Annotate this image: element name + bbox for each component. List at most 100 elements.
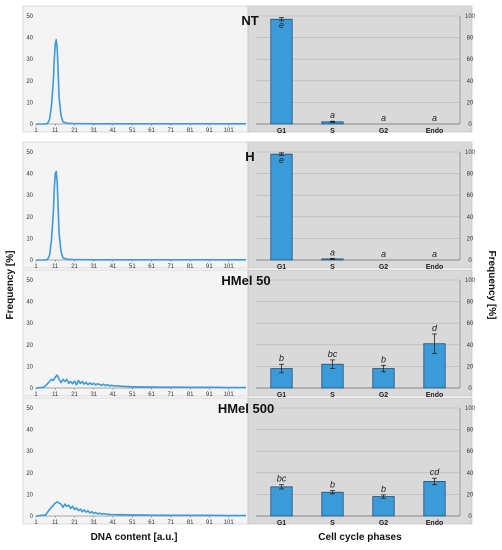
y-tick-label: 40	[26, 428, 33, 434]
x-tick-label: 21	[71, 264, 78, 270]
y-tick-label: 20	[26, 215, 33, 221]
left-panel-background	[22, 269, 249, 397]
significance-letter: b	[381, 484, 386, 494]
y-tick-label: 0	[30, 514, 34, 520]
x-tick-label: 61	[148, 392, 155, 398]
dna-content-series-line	[36, 170, 246, 261]
y-tick-label: 30	[26, 57, 33, 63]
right-y-axis-title: Frequency [%]	[486, 251, 497, 320]
y-tick-label: 20	[467, 236, 474, 242]
x-tick-label: 21	[71, 392, 78, 398]
y-tick-label: 80	[467, 300, 474, 306]
y-tick-label: 60	[467, 57, 474, 63]
category-label: G2	[379, 520, 388, 527]
x-tick-label: 31	[90, 264, 97, 270]
bar-endo	[423, 481, 446, 517]
category-label: Endo	[426, 520, 444, 527]
y-tick-label: 50	[26, 278, 33, 284]
y-tick-label: 20	[467, 364, 474, 370]
y-tick-label: 20	[26, 79, 33, 85]
y-tick-label: 0	[468, 514, 472, 520]
category-label: G2	[379, 128, 388, 135]
x-tick-label: 81	[187, 264, 194, 270]
y-tick-label: 40	[467, 343, 474, 349]
significance-letter: cd	[430, 467, 441, 477]
bar-s	[321, 491, 344, 517]
significance-letter: a	[330, 247, 335, 257]
right-x-axis-title: Cell cycle phases	[318, 532, 402, 543]
x-tick-label: 91	[206, 264, 213, 270]
bar-g1	[270, 18, 293, 125]
significance-letter: d	[432, 323, 438, 333]
x-tick-label: 91	[206, 128, 213, 134]
panel-title: H	[245, 149, 254, 164]
y-tick-label: 0	[30, 258, 34, 264]
significance-letter: a	[432, 113, 437, 123]
x-tick-label: 101	[224, 392, 235, 398]
category-label: Endo	[426, 392, 444, 399]
category-label: G1	[277, 392, 286, 399]
left-panel-background	[22, 141, 249, 269]
panel-title: HMel 500	[218, 401, 274, 416]
x-tick-label: 71	[168, 264, 175, 270]
dna-content-series-line	[35, 374, 246, 389]
y-tick-label: 40	[26, 300, 33, 306]
x-tick-label: 51	[129, 392, 136, 398]
significance-letter: a	[330, 110, 335, 120]
y-tick-label: 80	[467, 172, 474, 178]
y-tick-label: 100	[465, 14, 476, 20]
category-label: G1	[277, 264, 286, 271]
y-tick-label: 40	[467, 215, 474, 221]
category-label: G2	[379, 264, 388, 271]
x-tick-label: 11	[52, 128, 59, 134]
dna-content-series-line	[35, 501, 246, 517]
bar-g2	[372, 496, 395, 517]
category-label: S	[330, 520, 335, 527]
y-tick-label: 40	[467, 471, 474, 477]
y-tick-label: 0	[468, 122, 472, 128]
y-tick-label: 50	[26, 406, 33, 412]
y-tick-label: 50	[26, 150, 33, 156]
y-tick-label: 30	[26, 193, 33, 199]
y-tick-label: 50	[26, 14, 33, 20]
x-tick-label: 61	[148, 264, 155, 270]
category-label: S	[330, 264, 335, 271]
left-x-axis-title: DNA content [a.u.]	[91, 532, 178, 543]
x-tick-label: 21	[71, 520, 78, 526]
x-tick-label: 51	[129, 520, 136, 526]
significance-letter: e	[279, 20, 284, 30]
panel-title: NT	[241, 13, 258, 28]
left-y-axis-title: Frequency [%]	[5, 251, 16, 320]
y-tick-label: 40	[467, 79, 474, 85]
x-tick-label: 41	[110, 520, 117, 526]
y-tick-label: 10	[26, 492, 33, 498]
x-tick-label: 1	[34, 264, 38, 270]
y-tick-label: 0	[468, 258, 472, 264]
significance-letter: b	[330, 480, 335, 490]
significance-letter: a	[381, 249, 386, 259]
y-tick-label: 30	[26, 321, 33, 327]
x-tick-label: 61	[148, 520, 155, 526]
y-tick-label: 60	[467, 449, 474, 455]
x-tick-label: 81	[187, 520, 194, 526]
x-tick-label: 91	[206, 520, 213, 526]
significance-letter: a	[432, 249, 437, 259]
category-label: G1	[277, 128, 286, 135]
x-tick-label: 81	[187, 128, 194, 134]
dna-content-series-line	[36, 38, 246, 125]
x-tick-label: 71	[168, 128, 175, 134]
x-tick-label: 1	[34, 520, 38, 526]
y-tick-label: 20	[26, 471, 33, 477]
x-tick-label: 11	[52, 520, 59, 526]
y-tick-label: 60	[467, 193, 474, 199]
y-tick-label: 40	[26, 172, 33, 178]
x-tick-label: 31	[90, 520, 97, 526]
y-tick-label: 40	[26, 36, 33, 42]
y-tick-label: 0	[30, 122, 34, 128]
